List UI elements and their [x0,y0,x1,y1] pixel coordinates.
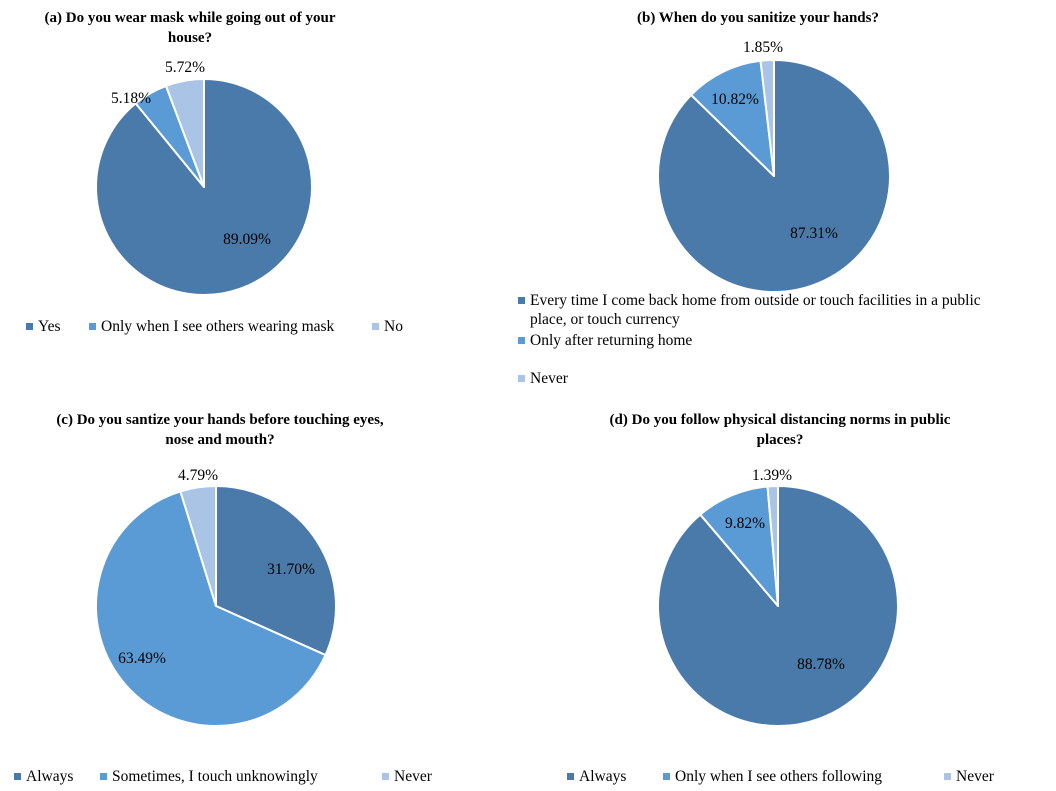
slice-data-label: 9.82% [725,515,765,532]
legend-entry: place, or touch currency [530,311,680,328]
pie-chart-a: (a) Do you wear mask while going out of … [26,10,403,335]
legend-entry: Only when I see others wearing mask [101,318,335,335]
legend-entry: Never [530,370,569,387]
legend-entry: Always [579,768,626,785]
legend-entry: Sometimes, I touch unknowingly [112,768,318,785]
legend-entry: No [384,318,403,335]
pie-slice [179,485,217,607]
chart-title: (b) When do you sanitize your hands? [637,10,879,26]
slice-data-label: 10.82% [711,91,759,108]
legend-swatch [26,323,33,330]
pie-chart-c: (c) Do you santize your hands before tou… [14,412,433,785]
chart-title: house? [168,30,212,46]
slice-data-label: 4.79% [178,467,218,484]
legend-swatch [382,773,389,780]
slice-data-label: 5.72% [165,59,205,76]
chart-legend: Always Sometimes, I touch unknowingly Neve… [14,768,433,785]
legend-entry: Only after returning home [530,332,692,349]
slice-data-label: 1.85% [743,39,783,56]
slice-data-label: 31.70% [267,561,315,578]
legend-entry: Only when I see others following [675,768,882,785]
legend-entry: Every time I come back home from outside… [530,292,981,309]
pie-chart-d: (d) Do you follow physical distancing no… [567,412,995,785]
chart-title: (a) Do you wear mask while going out of … [45,10,336,26]
slice-data-label: 87.31% [790,225,838,242]
pie-slice [656,59,891,293]
slice-data-label: 1.39% [752,467,792,484]
legend-swatch [100,773,107,780]
pie-slice [215,485,337,657]
slice-data-label: 63.49% [118,650,166,667]
legend-entry: Never [394,768,433,785]
pie-slice [759,58,775,177]
legend-swatch [944,773,951,780]
pie-slice [690,59,775,177]
slice-data-label: 88.78% [797,656,845,673]
legend-swatch [663,773,670,780]
slice-data-label: 89.09% [223,231,271,248]
legend-swatch [518,375,525,382]
chart-legend: Always Only when I see others following Ne… [567,768,995,785]
legend-swatch [89,323,96,330]
chart-title: (d) Do you follow physical distancing no… [610,412,951,428]
chart-title: places? [757,432,804,448]
pie-slice [165,78,205,188]
legend-swatch [567,773,574,780]
legend-swatch [518,297,525,304]
pie-slice [699,485,779,607]
legend-swatch [14,773,21,780]
legend-entry: Always [26,768,73,785]
pie-chart-b: (b) When do you sanitize your hands? 87.3… [518,10,981,387]
chart-legend: Every time I come back home from outside… [518,292,981,387]
chart-title: (c) Do you santize your hands before tou… [56,412,384,428]
pie-slice [766,485,779,607]
legend-swatch [372,323,379,330]
legend-entry: Never [956,768,995,785]
chart-legend: Yes Only when I see others wearing mask No [26,318,403,335]
legend-swatch [518,337,525,344]
slice-data-label: 5.18% [111,90,151,107]
legend-entry: Yes [38,318,61,335]
pie-slice [94,490,327,727]
chart-title: nose and mouth? [165,432,274,448]
